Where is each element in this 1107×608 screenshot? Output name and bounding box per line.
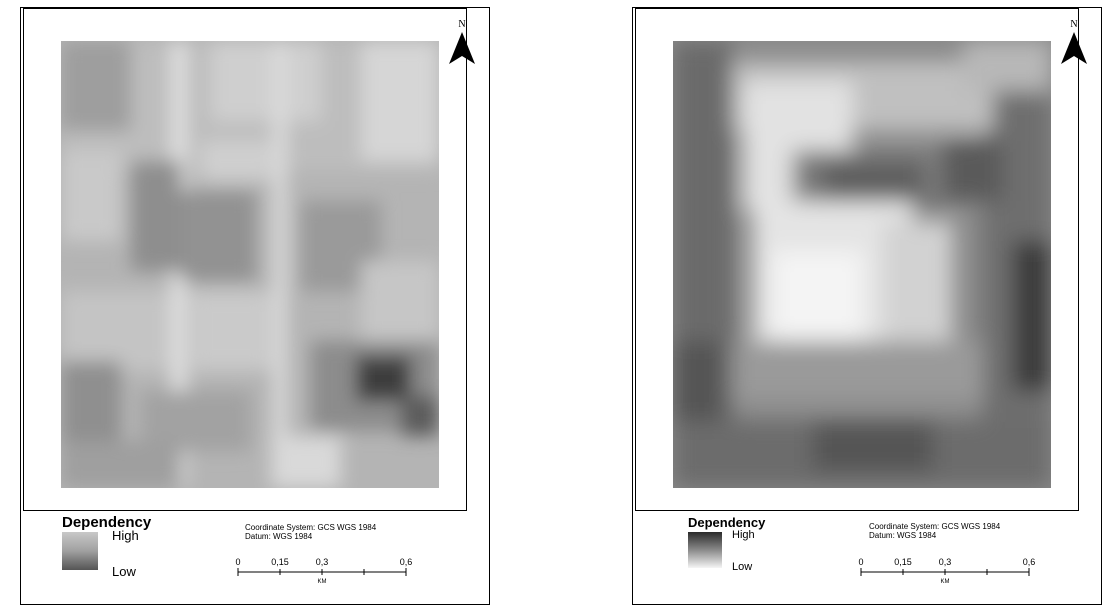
legend-low-label: Low	[732, 561, 753, 573]
north-label: N	[1070, 19, 1078, 30]
legend-title: Dependency	[688, 515, 766, 530]
dependency-raster	[673, 41, 1051, 488]
scale-unit: KM	[318, 579, 327, 584]
legend-gradient-swatch	[62, 532, 98, 570]
coordinate-info: Coordinate System: GCS WGS 1984 Datum: W…	[869, 522, 1000, 540]
scale-tick-label: 0,15	[894, 557, 912, 567]
north-arrow-icon	[449, 32, 475, 64]
scale-tick-label: 0,6	[1023, 557, 1036, 567]
coordinate-system: Coordinate System: GCS WGS 1984	[869, 522, 1001, 531]
dependency-raster	[61, 41, 439, 488]
coordinate-info: Coordinate System: GCS WGS 1984 Datum: W…	[245, 523, 376, 541]
coordinate-system: Coordinate System: GCS WGS 1984	[245, 523, 377, 532]
north-arrow: N	[449, 20, 475, 66]
scale-bar: 0 0,15 0,3 0,6 KM	[858, 557, 1036, 584]
north-arrow-icon	[1061, 32, 1087, 64]
scale-tick-label: 0,3	[939, 557, 952, 567]
map-panel-right: N Dependency High Low Coordinate System:…	[632, 7, 1102, 605]
legend-title: Dependency	[62, 514, 152, 531]
datum: Datum: WGS 1984	[245, 532, 313, 541]
legend-gradient-swatch	[688, 532, 722, 568]
legend-low-label: Low	[112, 564, 136, 579]
scale-unit: KM	[941, 579, 950, 584]
scale-tick-label: 0,6	[400, 557, 413, 567]
north-label: N	[458, 19, 466, 30]
scale-tick-label: 0,15	[271, 557, 289, 567]
scale-tick-label: 0,3	[316, 557, 329, 567]
scale-tick-label: 0	[235, 557, 240, 567]
map-frame	[23, 8, 467, 511]
map-frame	[635, 8, 1079, 511]
scale-tick-label: 0	[858, 557, 863, 567]
north-arrow: N	[1061, 20, 1087, 66]
legend-high-label: High	[112, 528, 139, 543]
legend-high-label: High	[732, 529, 755, 541]
scale-bar: 0 0,15 0,3 0,6 KM	[235, 557, 413, 584]
datum: Datum: WGS 1984	[869, 531, 937, 540]
map-panel-left: N Dependency High Low Coordinate System:…	[20, 7, 490, 605]
